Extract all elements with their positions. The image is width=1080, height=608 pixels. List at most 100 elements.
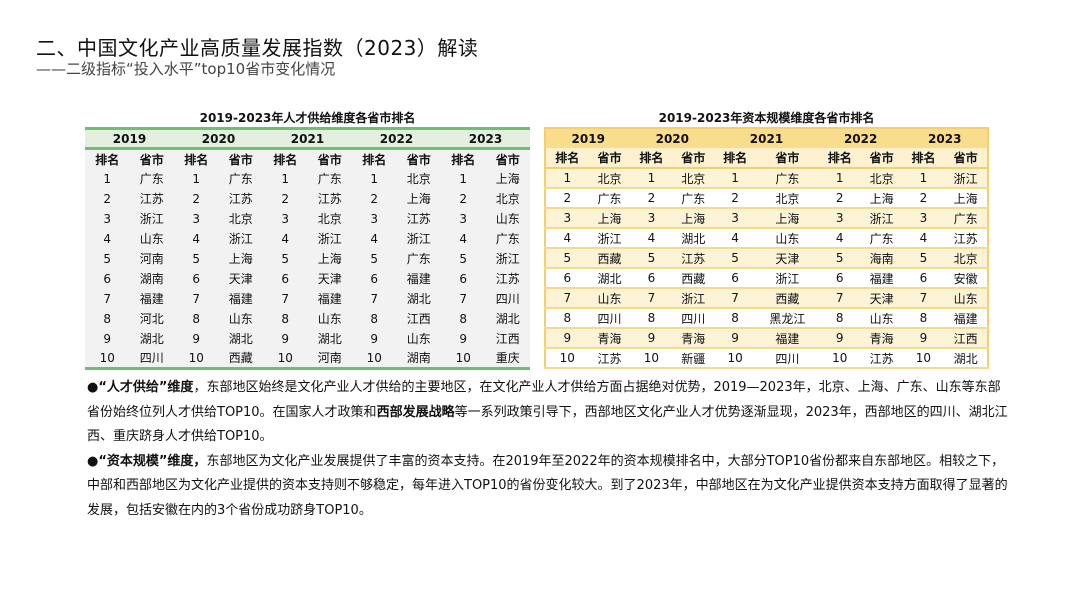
table-row: 9 青海 9 青海 9 福建 9 青海 9 江西 [545, 328, 988, 349]
rank-cell: 8 [192, 311, 201, 326]
province-cell: 湖北 [495, 312, 520, 326]
province-cell: 山东 [228, 312, 253, 326]
bold-text: ●“资本规模”维度， [87, 453, 207, 469]
table-row: 6 湖北 6 西藏 6 浙江 6 福建 6 安徽 [545, 268, 988, 289]
rank-header: 排名 [451, 152, 476, 167]
rank-cell: 8 [630, 308, 673, 329]
province-cell: 江苏 [317, 192, 342, 206]
year-header: 2022 [818, 128, 903, 148]
rank-header: 排名 [362, 152, 387, 167]
talent-supply-ranking-table: 2019-2023年人才供给维度各省市排名 2019 2020 2021 2022 20… [85, 109, 530, 370]
rank-cell: 9 [459, 331, 468, 346]
table-row: 7 山东 7 浙江 7 西藏 7 天津 7 山东 [545, 288, 988, 309]
text: 等一系列政策引导下，西部地区文化产业人才优势逐渐显现，2023年，西部地区的四川… [87, 404, 1008, 445]
table-row: 2 江苏 2 江苏 2 江苏 2 上海 2 北京 [85, 189, 530, 209]
year-header: 2019 [85, 128, 174, 150]
year-header: 2019 [545, 128, 631, 148]
rank-cell: 9 [818, 328, 861, 349]
province-cell: 山东 [139, 232, 164, 246]
province-cell: 福建 [317, 292, 342, 306]
rank-cell: 2 [103, 191, 112, 206]
province-cell: 上海 [317, 252, 342, 266]
rank-cell: 3 [370, 211, 379, 226]
rank-cell: 8 [281, 311, 290, 326]
paragraph: ●“人才供给”维度，东部地区始终是文化产业人才供给的主要地区，在文化产业人才供给… [87, 376, 1012, 450]
rank-cell: 6 [370, 271, 379, 286]
rank-header: 排名 [818, 148, 861, 169]
rank-cell: 5 [630, 248, 673, 269]
rank-cell: 3 [281, 211, 290, 226]
province-header: 省市 [672, 148, 715, 169]
province-cell: 北京 [495, 192, 520, 206]
rank-cell: 1 [103, 171, 112, 186]
province-cell: 湖北 [228, 332, 253, 346]
rank-cell: 4 [545, 228, 589, 249]
paragraph: ●“资本规模”维度，东部地区为文化产业发展提供了丰富的资本支持。在2019年至2… [87, 450, 1012, 524]
province-cell: 天津 [756, 248, 819, 269]
rank-cell: 1 [818, 168, 861, 189]
province-cell: 广东 [672, 188, 715, 209]
province-cell: 青海 [672, 328, 715, 349]
province-cell: 黑龙江 [756, 308, 819, 329]
rank-cell: 7 [902, 288, 945, 309]
rank-cell: 5 [103, 251, 112, 266]
rank-cell: 4 [902, 228, 945, 249]
rank-header: 排名 [184, 152, 209, 167]
page-subtitle: ——二级指标“投入水平”top10省市变化情况 [36, 60, 336, 78]
rank-cell: 4 [818, 228, 861, 249]
bold-text: ●“人才供给”维度 [87, 380, 194, 395]
rank-cell: 1 [630, 168, 673, 189]
table-row: 6 湖南 6 天津 6 天津 6 福建 6 江苏 [85, 269, 530, 289]
table-row: 3 浙江 3 北京 3 北京 3 江苏 3 山东 [85, 209, 530, 229]
rank-cell: 2 [370, 191, 379, 206]
province-cell: 广东 [495, 232, 520, 246]
province-cell: 西藏 [756, 288, 819, 309]
year-header: 2020 [630, 128, 715, 148]
table-caption: 2019-2023年人才供给维度各省市排名 [199, 111, 416, 125]
page-title: 二、中国文化产业高质量发展指数（2023）解读 [36, 36, 479, 60]
province-cell: 北京 [588, 168, 631, 189]
province-cell: 重庆 [495, 351, 520, 366]
province-cell: 西藏 [228, 351, 253, 366]
province-cell: 北京 [756, 188, 819, 209]
rank-cell: 1 [902, 168, 945, 189]
province-cell: 湖北 [317, 332, 342, 346]
analysis-text: ●“人才供给”维度，东部地区始终是文化产业人才供给的主要地区，在文化产业人才供给… [87, 376, 1012, 524]
province-cell: 四川 [139, 351, 164, 366]
province-cell: 四川 [495, 292, 520, 306]
rank-cell: 8 [103, 311, 112, 326]
province-cell: 海南 [860, 248, 903, 269]
province-cell: 江苏 [495, 272, 520, 286]
province-cell: 广东 [317, 172, 342, 186]
province-cell: 福建 [944, 308, 988, 329]
year-header-row: 2019 2020 2021 2022 2023 [545, 128, 988, 148]
province-cell: 湖北 [406, 292, 431, 306]
province-cell: 天津 [228, 272, 253, 286]
province-cell: 天津 [860, 288, 903, 309]
province-cell: 广东 [756, 168, 819, 189]
rank-cell: 2 [630, 188, 673, 209]
province-cell: 山东 [756, 228, 819, 249]
province-cell: 上海 [860, 188, 903, 209]
province-cell: 山东 [495, 212, 520, 226]
table-row: 10 四川 10 西藏 10 河南 10 湖南 10 重庆 [85, 349, 530, 369]
province-cell: 上海 [756, 208, 819, 229]
province-cell: 四川 [672, 308, 715, 329]
province-cell: 新疆 [672, 348, 715, 369]
rank-cell: 6 [459, 271, 468, 286]
province-cell: 福建 [139, 292, 164, 306]
rank-cell: 6 [545, 268, 589, 289]
province-cell: 江苏 [139, 192, 164, 206]
province-cell: 上海 [672, 208, 715, 229]
province-cell: 西藏 [588, 248, 631, 269]
rank-cell: 6 [192, 271, 201, 286]
table-row: 5 河南 5 上海 5 上海 5 广东 5 浙江 [85, 249, 530, 269]
table-row: 9 湖北 9 湖北 9 湖北 9 山东 9 江西 [85, 329, 530, 349]
rank-cell: 6 [103, 271, 112, 286]
province-cell: 湖南 [406, 351, 431, 366]
year-header: 2021 [263, 128, 352, 150]
province-cell: 江西 [406, 312, 431, 326]
province-cell: 青海 [588, 328, 631, 349]
table-row: 10 江苏 10 新疆 10 四川 10 江苏 10 湖北 [545, 348, 988, 369]
rank-cell: 4 [459, 231, 468, 246]
